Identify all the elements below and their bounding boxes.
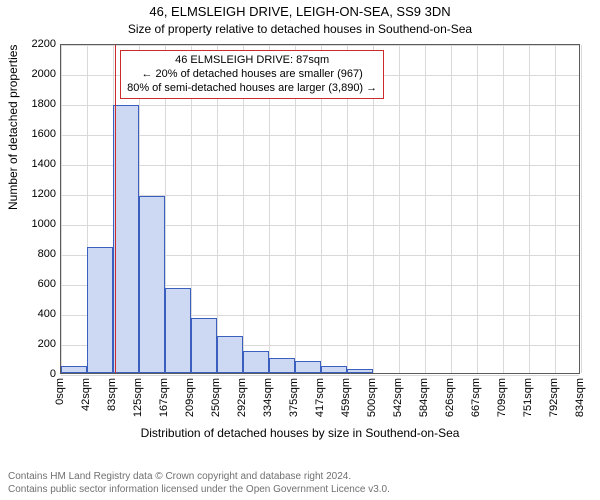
x-tick-label: 0sqm: [54, 378, 66, 405]
histogram-bar: [191, 318, 217, 374]
y-tick-label: 0: [16, 368, 56, 380]
x-tick-label: 375sqm: [288, 378, 300, 417]
y-tick-label: 600: [16, 278, 56, 290]
y-tick-label: 1200: [16, 188, 56, 200]
annotation-line-2: ← 20% of detached houses are smaller (96…: [127, 68, 377, 82]
y-tick-label: 2000: [16, 68, 56, 80]
histogram-bar: [347, 369, 373, 374]
y-tick-label: 1400: [16, 158, 56, 170]
y-tick-label: 1000: [16, 218, 56, 230]
x-tick-label: 125sqm: [132, 378, 144, 417]
x-tick-label: 417sqm: [314, 378, 326, 417]
x-tick-label: 292sqm: [236, 378, 248, 417]
x-tick-label: 751sqm: [522, 378, 534, 417]
histogram-bar: [165, 288, 191, 374]
annotation-box: 46 ELMSLEIGH DRIVE: 87sqm← 20% of detach…: [120, 50, 384, 99]
x-tick-label: 250sqm: [210, 378, 222, 417]
gridline-v: [61, 45, 62, 373]
histogram-bar: [113, 105, 139, 374]
histogram-bar: [243, 351, 269, 374]
y-tick-label: 800: [16, 248, 56, 260]
gridline-v: [503, 45, 504, 373]
gridline-v: [451, 45, 452, 373]
histogram-bar: [269, 358, 295, 373]
gridline-v: [581, 45, 582, 373]
x-tick-label: 834sqm: [574, 378, 586, 417]
gridline-v: [477, 45, 478, 373]
x-tick-label: 792sqm: [548, 378, 560, 417]
x-tick-label: 626sqm: [444, 378, 456, 417]
chart-title-sub: Size of property relative to detached ho…: [0, 22, 600, 36]
footer-attribution: Contains HM Land Registry data © Crown c…: [8, 471, 592, 496]
annotation-line-3: 80% of semi-detached houses are larger (…: [127, 82, 377, 96]
y-tick-label: 1600: [16, 128, 56, 140]
gridline-v: [555, 45, 556, 373]
histogram-bar: [87, 247, 113, 373]
x-axis-label: Distribution of detached houses by size …: [0, 426, 600, 440]
x-tick-label: 584sqm: [418, 378, 430, 417]
x-tick-label: 42sqm: [80, 378, 92, 411]
histogram-bar: [295, 361, 321, 373]
x-tick-label: 209sqm: [184, 378, 196, 417]
footer-line-1: Contains HM Land Registry data © Crown c…: [8, 471, 592, 484]
gridline-v: [425, 45, 426, 373]
y-tick-label: 2200: [16, 38, 56, 50]
footer-line-2: Contains public sector information licen…: [8, 484, 592, 497]
x-tick-label: 709sqm: [496, 378, 508, 417]
histogram-bar: [217, 336, 243, 374]
x-tick-label: 167sqm: [158, 378, 170, 417]
property-marker-line: [115, 45, 116, 373]
y-tick-label: 200: [16, 338, 56, 350]
y-tick-label: 1800: [16, 98, 56, 110]
gridline-h: [61, 375, 579, 376]
gridline-v: [399, 45, 400, 373]
x-tick-label: 500sqm: [366, 378, 378, 417]
histogram-bar: [321, 366, 347, 374]
x-tick-label: 459sqm: [340, 378, 352, 417]
y-tick-label: 400: [16, 308, 56, 320]
chart-title-main: 46, ELMSLEIGH DRIVE, LEIGH-ON-SEA, SS9 3…: [0, 4, 600, 19]
x-tick-label: 334sqm: [262, 378, 274, 417]
chart-container: 46, ELMSLEIGH DRIVE, LEIGH-ON-SEA, SS9 3…: [0, 0, 600, 500]
x-tick-label: 542sqm: [392, 378, 404, 417]
histogram-bar: [61, 366, 87, 374]
annotation-line-1: 46 ELMSLEIGH DRIVE: 87sqm: [127, 54, 377, 68]
x-tick-label: 667sqm: [470, 378, 482, 417]
x-tick-label: 83sqm: [106, 378, 118, 411]
gridline-v: [529, 45, 530, 373]
histogram-bar: [139, 196, 165, 373]
